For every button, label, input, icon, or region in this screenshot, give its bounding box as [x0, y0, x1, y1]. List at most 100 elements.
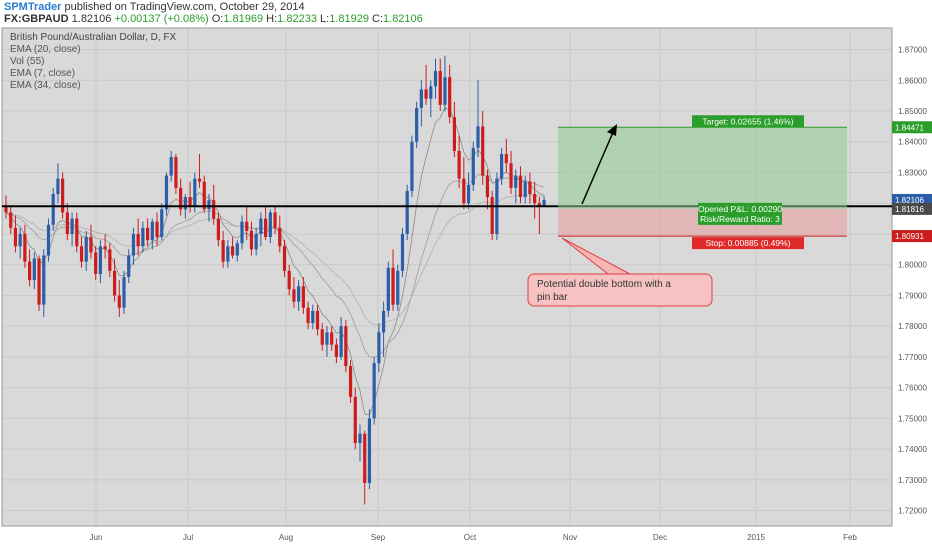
candle-body — [514, 175, 518, 188]
candle-body — [179, 187, 183, 210]
candle-body — [259, 218, 263, 234]
legend-item-ema34: EMA (34, close) — [10, 80, 81, 91]
candle-body — [65, 212, 69, 234]
plot-background — [2, 28, 892, 526]
candle-body — [311, 310, 315, 324]
candle-body — [452, 117, 456, 151]
candle-body — [70, 218, 74, 234]
candle-body — [415, 107, 419, 142]
candle-body — [268, 212, 272, 238]
target-zone — [558, 127, 847, 209]
pnl-box — [698, 202, 782, 225]
x-tick-label: Jun — [90, 533, 103, 542]
candle-body — [84, 237, 88, 262]
candle-body — [46, 224, 51, 256]
candle-body — [37, 258, 41, 305]
chart-area[interactable]: 1.870001.860001.850001.840001.830001.820… — [0, 26, 932, 550]
author-link[interactable]: SPMTrader — [4, 1, 62, 13]
candle-body — [254, 233, 258, 250]
candle-body — [183, 197, 187, 210]
candle-body — [79, 246, 84, 262]
pnl-label: Opened P&L: 0.00290 — [698, 204, 782, 214]
candle-body — [457, 150, 461, 179]
candle-body — [292, 289, 296, 302]
close-value: 1.82106 — [383, 13, 423, 25]
candle-body — [122, 277, 126, 308]
price-chart[interactable]: 1.870001.860001.850001.840001.830001.820… — [0, 26, 932, 550]
price-change: +0.00137 (+0.08%) — [114, 13, 209, 25]
candle-body — [448, 77, 452, 118]
candle-body — [405, 190, 409, 234]
stop-label: Stop: 0.00885 (0.49%) — [705, 238, 790, 248]
candle-body — [334, 344, 338, 357]
candle-body — [226, 246, 230, 262]
candle-body — [438, 71, 442, 105]
candle-body — [339, 326, 343, 357]
candle-body — [89, 237, 93, 253]
candle-body — [410, 141, 414, 191]
candle-body — [146, 227, 150, 241]
candle-body — [4, 206, 8, 213]
candle-body — [75, 218, 79, 247]
indicator-legend: British Pound/Australian Dollar, D, FX E… — [10, 32, 176, 92]
x-tick-label: Dec — [653, 533, 667, 542]
candle-body — [23, 233, 27, 262]
y-tick-label: 1.84000 — [898, 138, 927, 147]
last-price: 1.82106 — [71, 13, 112, 25]
y-tick-label: 1.72000 — [898, 507, 927, 516]
candle-body — [61, 178, 65, 213]
y-tick-label: 1.83000 — [898, 168, 927, 177]
candle-body — [330, 332, 334, 345]
candle-body — [28, 261, 32, 281]
rr-label: Risk/Reward Ratio: 3 — [700, 214, 780, 224]
ohlc-line: FX:GBPAUD 1.82106 +0.00137 (+0.08%) O: 1.… — [4, 13, 423, 25]
published-text: published on TradingView.com, October 29… — [64, 1, 305, 13]
y-tick-label: 1.80000 — [898, 261, 927, 270]
candle-body — [372, 363, 376, 419]
y-tick-label: 1.74000 — [898, 445, 927, 454]
close-label: C: — [372, 13, 384, 25]
candle-body — [51, 194, 55, 225]
candle-body — [466, 184, 471, 204]
candle-body — [523, 181, 527, 198]
candle-body — [155, 221, 159, 238]
candle-body — [249, 230, 254, 250]
price-tag: 1.80931 — [895, 232, 924, 241]
candle-body — [212, 200, 216, 219]
symbol-label: FX:GBPAUD — [4, 13, 69, 25]
candle-body — [377, 332, 381, 364]
target-arrow — [581, 129, 615, 205]
candle-body — [485, 175, 490, 198]
legend-item-ema7: EMA (7, close) — [10, 68, 76, 79]
open-label: O: — [211, 13, 224, 25]
candle-body — [9, 212, 13, 228]
publisher-line: SPMTrader published on TradingView.com, … — [4, 1, 305, 13]
x-tick-label: Nov — [563, 533, 577, 542]
chart-header: SPMTrader published on TradingView.com, … — [0, 0, 932, 26]
candle-body — [13, 227, 18, 247]
candle-body — [358, 433, 362, 443]
candle-body — [537, 203, 541, 207]
price-tag-bg — [892, 202, 932, 215]
candle-body — [476, 126, 480, 148]
candle-body — [240, 221, 244, 244]
candle-body — [353, 396, 357, 443]
x-tick-label: Feb — [843, 533, 857, 542]
candle-body — [141, 227, 145, 247]
candle-body — [424, 89, 428, 99]
candle-body — [297, 286, 301, 302]
candle-body — [221, 240, 225, 262]
low-label: L: — [320, 13, 330, 25]
candle-body — [164, 175, 169, 210]
y-tick-label: 1.78000 — [898, 322, 927, 331]
candle-body — [396, 270, 400, 305]
candle-body — [325, 332, 329, 345]
candle-body — [207, 200, 211, 210]
target-label-bg — [692, 115, 804, 128]
candle-body — [490, 197, 494, 234]
callout-line-1: Potential double bottom with a — [537, 279, 671, 290]
candle-body — [117, 295, 121, 308]
target-arrow-head — [607, 124, 617, 136]
candle-body — [127, 255, 131, 277]
candle-body — [112, 270, 117, 296]
